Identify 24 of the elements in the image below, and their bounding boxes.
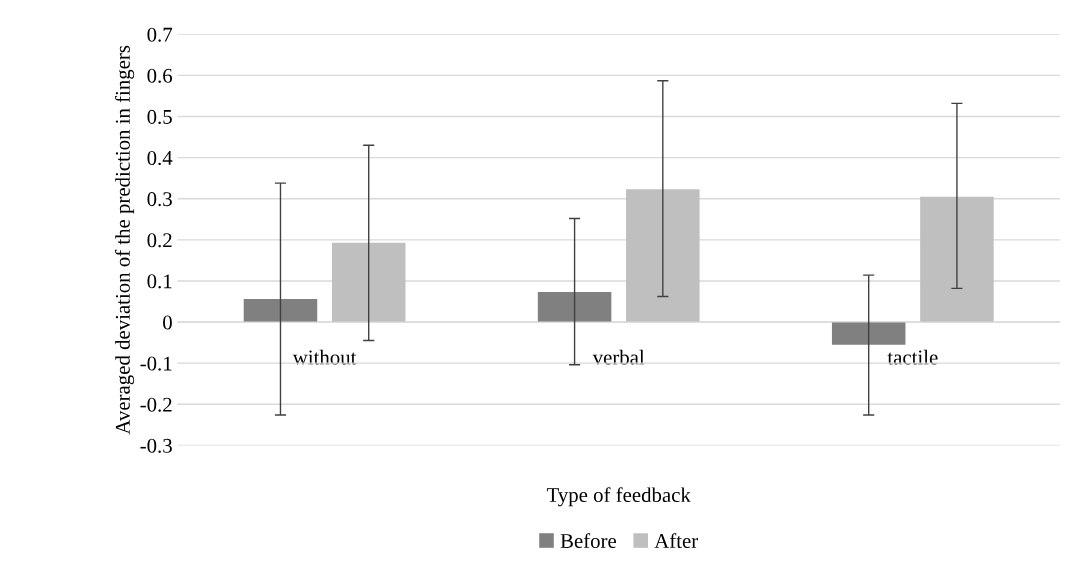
y-tick-label: -0.3 <box>140 438 172 453</box>
bar <box>626 189 700 323</box>
bar <box>243 299 318 323</box>
y-tick-label: 0.1 <box>147 274 172 289</box>
x-tick-label: tactile <box>887 349 938 365</box>
y-tick-label: 0.4 <box>147 150 173 166</box>
bar <box>537 292 612 323</box>
y-tick-label: -0.2 <box>140 397 172 412</box>
y-tick-label: 0.5 <box>147 109 172 125</box>
x-axis-title: Type of feedback <box>546 487 691 507</box>
bar <box>831 322 906 345</box>
y-tick-label: -0.1 <box>140 356 172 371</box>
y-tick-label: 0.2 <box>147 233 172 248</box>
y-axis-title: Averaged deviation of the prediction in fingers <box>114 45 135 435</box>
y-tick-label: 0.6 <box>147 68 173 83</box>
x-tick-label: without <box>292 349 357 365</box>
y-tick-label: 0.3 <box>147 192 172 207</box>
legend-label: Before <box>560 533 617 549</box>
legend-label: After <box>654 533 698 549</box>
bar <box>920 196 994 323</box>
x-tick-label: verbal <box>592 349 645 365</box>
bar <box>331 242 406 323</box>
y-tick-label: 0 <box>163 315 172 330</box>
y-tick-label: 0.7 <box>147 27 173 42</box>
